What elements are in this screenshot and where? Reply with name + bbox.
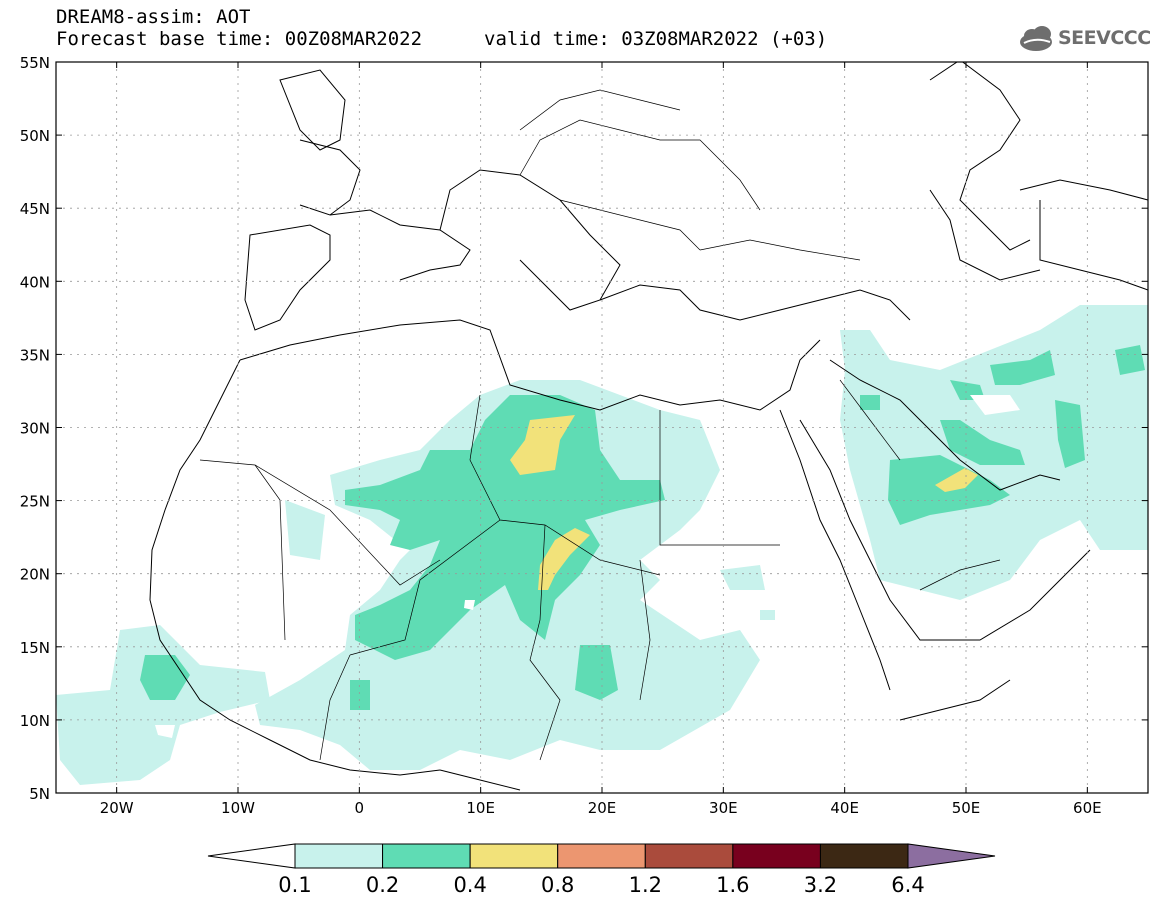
legend-label: 0.2 bbox=[366, 873, 399, 897]
legend-low-arrow bbox=[207, 843, 296, 869]
legend-swatch bbox=[819, 843, 909, 869]
legend-label: 6.4 bbox=[891, 873, 924, 897]
lon-tick-label: 0 bbox=[355, 799, 365, 817]
lon-tick-label: 40E bbox=[830, 799, 859, 817]
valid-time: valid time: 03Z08MAR2022 (+03) bbox=[484, 28, 828, 50]
lat-tick-label: 45N bbox=[20, 200, 50, 218]
latitude-axis: 55N 50N 45N 40N 35N 30N 25N 20N 15N 10N 5N bbox=[20, 54, 1148, 803]
legend-label: 0.1 bbox=[278, 873, 311, 897]
legend-swatch bbox=[644, 843, 734, 869]
lon-tick-label: 10E bbox=[466, 799, 495, 817]
coastlines bbox=[149, 62, 1148, 791]
lat-tick-label: 20N bbox=[20, 566, 50, 584]
aot-fields bbox=[56, 62, 1148, 791]
legend-swatch bbox=[732, 843, 821, 869]
lon-tick-label: 20E bbox=[588, 799, 617, 817]
map-title: DREAM8-assim: AOT bbox=[56, 6, 251, 28]
legend-high-arrow bbox=[907, 843, 996, 869]
aot-legend: 0.1 0.2 0.4 0.8 1.2 1.6 3.2 6.4 bbox=[207, 843, 996, 897]
lat-tick-label: 10N bbox=[20, 712, 50, 730]
legend-swatch bbox=[557, 843, 646, 869]
cloud-logo-icon bbox=[1020, 26, 1052, 51]
legend-label: 0.8 bbox=[541, 873, 574, 897]
lat-tick-label: 5N bbox=[29, 785, 50, 803]
aot-holes bbox=[155, 395, 1020, 738]
legend-swatch bbox=[382, 843, 471, 869]
forecast-base-time: Forecast base time: 00Z08MAR2022 bbox=[56, 28, 423, 50]
aot-level-0-4 bbox=[510, 415, 978, 590]
logo-text: SEEVCCC bbox=[1058, 27, 1151, 49]
lon-tick-label: 60E bbox=[1073, 799, 1102, 817]
legend-swatch bbox=[294, 843, 384, 869]
lat-tick-label: 30N bbox=[20, 420, 50, 438]
lon-tick-label: 20W bbox=[100, 799, 134, 817]
legend-label: 1.6 bbox=[716, 873, 749, 897]
lon-tick-label: 30E bbox=[709, 799, 738, 817]
lat-tick-label: 50N bbox=[20, 127, 50, 145]
lon-tick-label: 50E bbox=[952, 799, 981, 817]
graticule-grid bbox=[56, 62, 1148, 793]
lat-tick-label: 55N bbox=[20, 54, 50, 72]
lon-tick-label: 10W bbox=[221, 799, 255, 817]
lat-tick-label: 15N bbox=[20, 639, 50, 657]
lat-tick-label: 40N bbox=[20, 273, 50, 291]
legend-label: 3.2 bbox=[804, 873, 837, 897]
lat-tick-label: 25N bbox=[20, 493, 50, 511]
country-borders bbox=[199, 89, 1001, 761]
legend-label: 0.4 bbox=[453, 873, 486, 897]
lat-tick-label: 35N bbox=[20, 346, 50, 364]
longitude-axis: 20W 10W 0 10E 20E 30E 40E 50E 60E bbox=[100, 62, 1102, 817]
legend-label: 1.2 bbox=[629, 873, 662, 897]
legend-swatch bbox=[469, 843, 559, 869]
